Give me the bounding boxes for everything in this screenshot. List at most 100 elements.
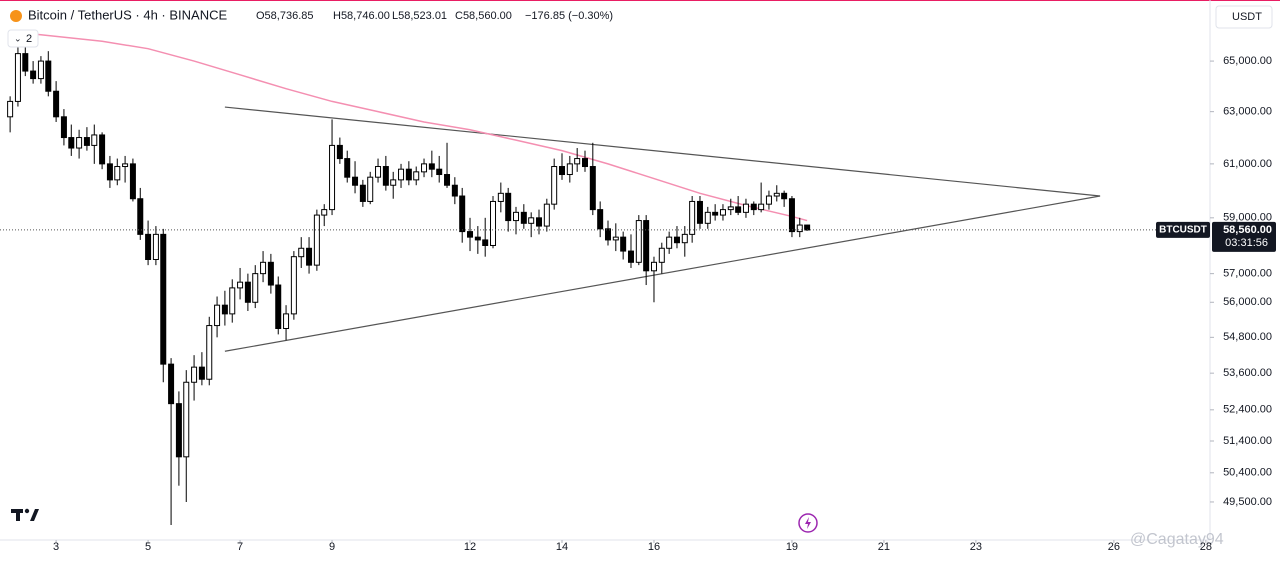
- candle-body: [758, 203, 765, 211]
- x-tick-label: 9: [329, 541, 335, 553]
- candle-body: [160, 233, 167, 365]
- candle-body: [719, 209, 726, 216]
- candle-body: [244, 281, 251, 303]
- ohlc-open: O58,736.85: [256, 10, 314, 22]
- y-tick-label: 54,800.00: [1223, 331, 1272, 343]
- ticker-label: BTCUSDT: [1159, 225, 1207, 236]
- candle-body: [673, 236, 680, 244]
- candle-body: [298, 247, 305, 258]
- candle-body: [788, 198, 795, 233]
- y-tick-label: 59,000.00: [1223, 212, 1272, 224]
- candle-body: [490, 200, 497, 246]
- candle-body: [152, 233, 159, 260]
- candle-body: [482, 239, 489, 246]
- candle-body: [735, 206, 742, 213]
- candle-body: [206, 325, 213, 380]
- candle-body: [474, 236, 481, 241]
- candle-body: [382, 166, 389, 186]
- plot-area: [7, 30, 1101, 526]
- candle-body: [742, 203, 749, 213]
- candle-body: [658, 247, 665, 263]
- chevron: ⌄: [14, 33, 22, 43]
- candle-body: [666, 236, 673, 249]
- candle-body: [68, 137, 75, 149]
- candle-body: [536, 217, 543, 227]
- x-tick-label: 21: [878, 541, 890, 553]
- indicator-count: 2: [26, 33, 32, 45]
- candle-body: [696, 200, 703, 224]
- candle-body: [413, 171, 420, 181]
- candle-body: [221, 304, 228, 315]
- x-tick-label: 28: [1200, 541, 1212, 553]
- candle-body: [436, 168, 443, 176]
- last-price-label: 58,560.00: [1223, 224, 1272, 236]
- countdown-label: 03:31:56: [1225, 237, 1268, 249]
- trendline: [224, 195, 1101, 352]
- y-tick-label: 65,000.00: [1223, 55, 1272, 67]
- currency-button[interactable]: [1215, 5, 1273, 29]
- candle-body: [627, 250, 634, 263]
- candle-body: [597, 209, 604, 230]
- y-tick-label: 51,400.00: [1223, 435, 1272, 447]
- candle-body: [390, 179, 397, 186]
- candle-body: [520, 211, 527, 224]
- candle-body: [773, 192, 780, 197]
- candle-body: [252, 273, 259, 303]
- candle-body: [137, 198, 144, 235]
- candle-body: [7, 100, 14, 118]
- candle-body: [712, 211, 719, 216]
- y-tick-label: 53,600.00: [1223, 367, 1272, 379]
- y-tick-label: 63,000.00: [1223, 106, 1272, 118]
- lightning-icon[interactable]: [798, 513, 818, 533]
- candle-body: [290, 256, 297, 315]
- candle-body: [750, 203, 757, 211]
- x-tick-label: 16: [648, 541, 660, 553]
- candle-body: [781, 192, 788, 200]
- candle-body: [727, 206, 734, 211]
- y-tick-label: 49,500.00: [1223, 496, 1272, 508]
- candle-body: [359, 184, 366, 202]
- candle-body: [45, 60, 52, 92]
- symbol[interactable]: Bitcoin / TetherUS · 4h · BINANCE: [28, 7, 227, 22]
- candle-body: [635, 220, 642, 263]
- candle-body: [76, 137, 83, 149]
- candle-body: [237, 281, 244, 289]
- candle-body: [551, 166, 558, 205]
- candle-body: [528, 217, 535, 224]
- candle-body: [336, 144, 343, 160]
- candle-body: [329, 144, 336, 211]
- ohlc-low: L58,523.01: [392, 10, 447, 22]
- candle-body: [804, 224, 811, 231]
- indicator-toggle[interactable]: [7, 29, 39, 48]
- candle-body: [275, 284, 282, 330]
- candle-body: [37, 60, 44, 80]
- candle-body: [375, 166, 382, 178]
- candle-body: [198, 366, 205, 380]
- candles: [7, 41, 811, 526]
- candle-body: [30, 70, 37, 80]
- candle-body: [60, 116, 67, 139]
- moving-average: [10, 30, 808, 222]
- candle-body: [22, 53, 29, 72]
- candle-body: [459, 195, 466, 233]
- candle-body: [145, 233, 152, 260]
- x-tick-label: 5: [145, 541, 151, 553]
- candle-body: [467, 231, 474, 238]
- currency: USDT: [1232, 11, 1262, 23]
- candle-body: [421, 163, 428, 173]
- candle-body: [566, 163, 573, 176]
- candle-body: [313, 214, 320, 266]
- candle-body: [497, 192, 504, 202]
- candle-body: [283, 313, 290, 330]
- watermark: @Cagatay94: [1130, 531, 1224, 548]
- candle-body: [191, 366, 198, 383]
- candle-body: [650, 261, 657, 272]
- candle-body: [183, 381, 190, 458]
- x-tick-label: 26: [1108, 541, 1120, 553]
- candle-body: [612, 236, 619, 241]
- y-tick-label: 52,400.00: [1223, 404, 1272, 416]
- candle-body: [168, 363, 175, 405]
- ticker-label-box: [1156, 221, 1210, 238]
